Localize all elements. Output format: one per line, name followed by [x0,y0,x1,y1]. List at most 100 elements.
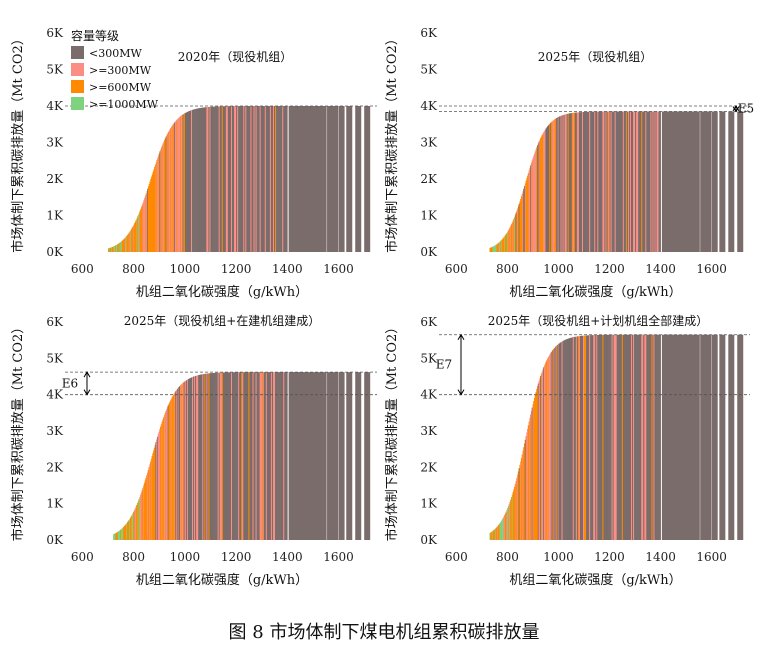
bar [613,334,615,540]
bar [204,107,206,253]
bar [568,113,571,252]
bar [545,128,547,252]
bar [599,111,601,252]
bar [254,106,256,252]
bar [598,111,600,252]
bar [181,115,183,252]
bar [153,450,155,540]
y-tick-label: 0K [420,533,438,547]
bar [276,372,278,540]
bar [636,111,638,253]
bar [283,372,285,540]
bar [191,110,193,252]
bar [656,334,658,540]
bar [522,450,524,540]
bar [556,344,559,540]
bar [624,334,627,540]
bar [643,334,645,540]
bar [521,454,523,540]
bar [147,188,149,252]
bar [523,447,525,540]
bar [167,405,169,540]
bar [501,240,503,252]
bar [577,112,580,252]
bar [629,111,632,252]
bar [171,125,173,252]
bar [137,501,139,540]
legend-label: >=600MW [89,81,152,94]
bar [504,236,506,252]
bar [242,372,244,540]
bar [161,147,163,252]
bar [189,377,192,540]
bar [136,504,138,540]
bar [207,373,209,540]
bar [214,106,216,252]
bar [274,372,276,540]
y-tick-label: 2K [46,460,64,474]
bar [546,360,548,540]
bar [275,106,277,252]
bar [170,398,172,540]
bar [544,363,546,540]
bar [261,372,264,540]
bar [621,334,624,540]
bar [286,106,288,252]
bar [163,415,166,540]
bar [590,111,592,252]
bar [503,516,505,540]
bar [206,107,208,252]
bar [510,224,513,252]
annotation-label: E6 [62,376,78,390]
bar [528,421,530,540]
bar [107,248,110,252]
bar [491,531,493,540]
bars-series [489,334,744,540]
bar [131,514,133,540]
chart-title: 2020年（现役机组） [178,49,293,64]
bar [674,334,681,540]
bar [569,337,572,540]
bar [546,126,549,252]
bar [579,335,582,540]
bar [161,421,163,540]
bar [227,106,230,252]
bar [571,112,574,252]
bar [127,233,130,252]
bar [216,372,218,540]
bar [157,155,160,252]
bar [517,474,519,540]
bar [274,106,276,253]
bar [221,106,224,252]
bar [135,506,137,540]
bar [136,503,139,540]
bar [719,334,726,540]
bar [604,111,606,252]
bar [271,106,274,252]
bar [539,139,541,252]
bar [537,386,539,540]
x-axis-title: 机组二氧化碳强度（g/kWh） [136,284,308,300]
bar [527,173,529,252]
bar [249,106,251,252]
bar [168,130,170,252]
bar [603,334,605,540]
bar [507,508,509,540]
bar [157,157,159,252]
bar [644,334,646,540]
bar [217,372,219,540]
x-tick-label: 1200 [221,550,252,564]
bar [569,113,572,252]
bar [220,372,223,540]
bar [225,372,228,540]
bar [247,106,249,252]
y-tick-label: 0K [46,533,64,547]
bar [285,372,287,540]
bar [637,334,639,540]
bar [655,334,657,540]
bar [147,469,149,540]
bar [155,442,157,540]
bar [528,170,530,252]
bar [176,388,179,540]
